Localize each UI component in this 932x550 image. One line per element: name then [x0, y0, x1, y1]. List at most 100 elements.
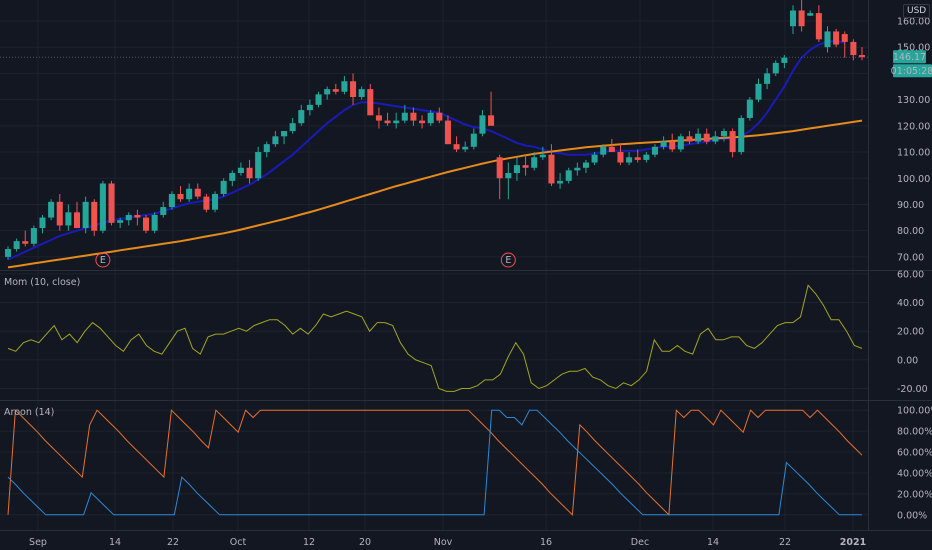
candle-body — [4, 249, 12, 257]
candle-body — [557, 180, 564, 184]
candle-body — [626, 157, 633, 163]
time-tick-label: 20 — [359, 537, 371, 548]
earnings-marker-label: E — [100, 255, 106, 266]
earnings-marker — [95, 252, 111, 268]
candle-body — [341, 81, 348, 92]
candle-body — [496, 157, 503, 179]
candle-body — [212, 193, 219, 210]
candle-body — [375, 115, 382, 121]
aroon-tick-label: 60.00% — [897, 448, 932, 459]
candle-body — [781, 57, 788, 63]
price-tick-label: 100.00 — [897, 174, 930, 185]
candle-body — [470, 133, 477, 147]
candle-body — [65, 212, 72, 226]
candle-body — [746, 99, 753, 118]
price-tick-label: 110.00 — [897, 148, 930, 159]
candle-body — [513, 165, 520, 174]
candle-body — [281, 131, 288, 137]
candle-body — [393, 120, 400, 124]
candle-body — [255, 152, 262, 179]
momentum-tick-label: 20.00 — [897, 327, 924, 338]
candle-body — [177, 193, 184, 200]
candle-body — [220, 180, 227, 194]
candle-body — [229, 173, 236, 181]
candle-body — [651, 146, 658, 155]
candle-body — [600, 146, 607, 155]
candle-body — [565, 170, 572, 181]
candle-body — [548, 154, 555, 184]
time-tick-label: 14 — [707, 537, 719, 548]
candle-body — [858, 55, 866, 58]
candle-body — [56, 201, 63, 226]
candle-body — [410, 112, 417, 121]
candle-body — [22, 241, 29, 244]
candle-body — [755, 83, 762, 100]
candle-body — [815, 13, 822, 40]
candle-body — [764, 73, 771, 84]
time-tick-label: Oct — [230, 537, 247, 548]
aroon-tick-label: 20.00% — [897, 489, 932, 500]
price-tick-label: 160.00 — [897, 16, 930, 27]
candle-body — [237, 167, 244, 174]
candle-body — [306, 104, 313, 111]
candle-body — [203, 196, 210, 210]
candle-body — [850, 41, 857, 56]
candle-body — [151, 214, 158, 231]
candle-body — [479, 115, 486, 134]
candle-body — [695, 133, 702, 142]
aroon-down-line — [7, 409, 862, 516]
candle-body — [539, 154, 546, 158]
ema-line — [7, 39, 845, 261]
candle-body — [712, 136, 719, 142]
candle-body — [263, 144, 270, 153]
candle-body — [772, 62, 779, 74]
candle-body — [143, 217, 150, 231]
momentum-tick-label: 60.00 — [897, 269, 924, 280]
candle-body — [591, 154, 598, 163]
time-tick-label: 12 — [303, 537, 315, 548]
candle-body — [789, 10, 797, 27]
currency-label[interactable]: USD — [903, 4, 931, 18]
last-price-label: 146.17 — [893, 52, 926, 63]
candle-body — [48, 201, 55, 218]
countdown-label: 01:05:28 — [891, 66, 932, 77]
candle-body — [660, 141, 667, 147]
candle-body — [125, 214, 132, 221]
candle-body — [358, 89, 365, 97]
candle-body — [82, 201, 89, 229]
candle-body — [669, 141, 676, 150]
countdown-tag — [893, 64, 932, 78]
time-tick-label: 14 — [109, 537, 121, 548]
price-tick-label: 120.00 — [897, 121, 930, 132]
candle-body — [99, 183, 106, 231]
time-tick-label: Nov — [434, 537, 453, 548]
candle-body — [324, 89, 331, 95]
candle-body — [686, 136, 693, 142]
sma-line — [7, 119, 863, 269]
candle-body — [401, 112, 408, 121]
candle-body — [738, 117, 745, 153]
momentum-tick-label: 40.00 — [897, 298, 924, 309]
price-tick-label: 80.00 — [897, 226, 924, 237]
candle-body — [807, 13, 814, 16]
candle-body — [505, 173, 512, 179]
momentum-title: Mom (10, close) — [4, 277, 80, 288]
candle-body — [720, 131, 727, 137]
time-tick-label: Sep — [29, 537, 47, 548]
candle-body — [833, 31, 840, 45]
candle-body — [186, 188, 193, 200]
candle-body — [134, 214, 141, 218]
candle-body — [436, 112, 443, 121]
aroon-title: Aroon (14) — [4, 407, 54, 418]
candle-body — [453, 144, 460, 150]
candle-body — [384, 120, 391, 124]
candle-body — [643, 154, 650, 160]
aroon-tick-label: 40.00% — [897, 468, 932, 479]
candle-body — [73, 212, 81, 229]
candle-body — [298, 110, 305, 124]
candle-body — [427, 112, 434, 124]
time-tick-label: 22 — [779, 537, 791, 548]
aroon-tick-label: 80.00% — [897, 427, 932, 438]
